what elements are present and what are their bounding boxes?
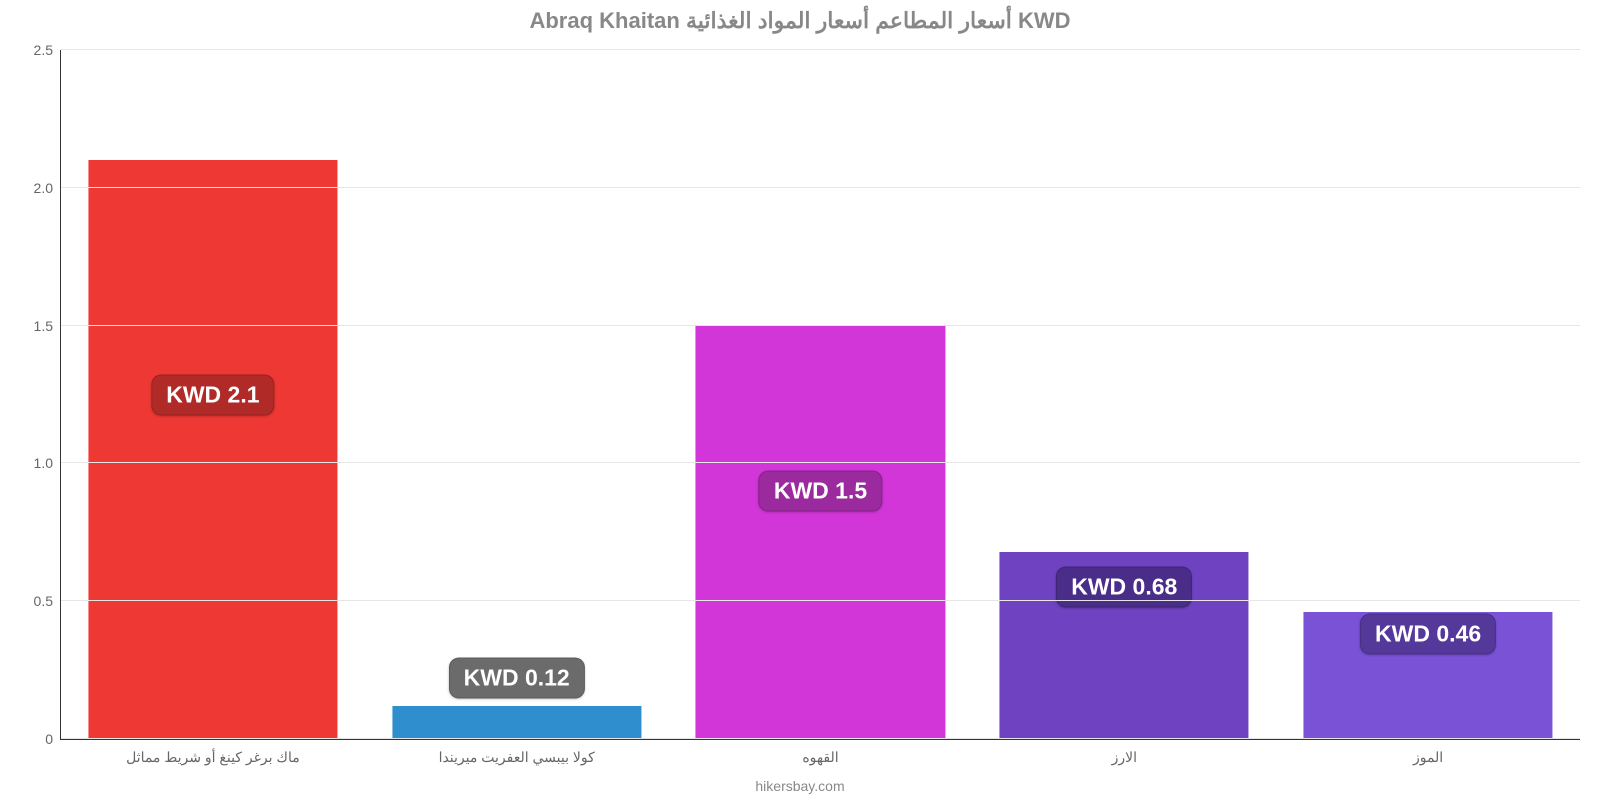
plot-area: KWD 2.1ماك برغر كينغ أو شريط مماثلKWD 0.… [60,50,1580,740]
gridline [61,600,1580,601]
xtick-label: الارز [1112,739,1137,766]
ytick-label: 2.5 [34,42,61,58]
ytick-label: 1.0 [34,455,61,471]
bar [392,706,641,739]
bar-slot: KWD 2.1ماك برغر كينغ أو شريط مماثل [61,50,365,739]
gridline [61,325,1580,326]
xtick-label: القهوه [802,739,838,766]
price-bar-chart: Abraq Khaitan أسعار المطاعم أسعار المواد… [0,0,1600,800]
ytick-label: 0 [45,731,61,747]
value-badge: KWD 1.5 [759,470,882,511]
source-label: hikersbay.com [0,778,1600,794]
bar-slot: KWD 0.46الموز [1276,50,1580,739]
gridline [61,187,1580,188]
bars-container: KWD 2.1ماك برغر كينغ أو شريط مماثلKWD 0.… [61,50,1580,739]
gridline [61,49,1580,50]
ytick-label: 2.0 [34,180,61,196]
bar-slot: KWD 1.5القهوه [669,50,973,739]
bar-slot: KWD 0.68الارز [972,50,1276,739]
value-badge: KWD 2.1 [151,374,274,415]
xtick-label: الموز [1413,739,1443,766]
xtick-label: كولا بيبسي العفريت ميريندا [439,739,595,766]
gridline [61,738,1580,739]
bar-slot: KWD 0.12كولا بيبسي العفريت ميريندا [365,50,669,739]
ytick-label: 0.5 [34,593,61,609]
value-badge: KWD 0.68 [1056,567,1192,608]
xtick-label: ماك برغر كينغ أو شريط مماثل [126,739,300,766]
bar [88,160,337,739]
value-badge: KWD 0.46 [1360,614,1496,655]
chart-title: Abraq Khaitan أسعار المطاعم أسعار المواد… [0,8,1600,34]
bar [696,326,945,739]
gridline [61,462,1580,463]
value-badge: KWD 0.12 [449,658,585,699]
ytick-label: 1.5 [34,318,61,334]
